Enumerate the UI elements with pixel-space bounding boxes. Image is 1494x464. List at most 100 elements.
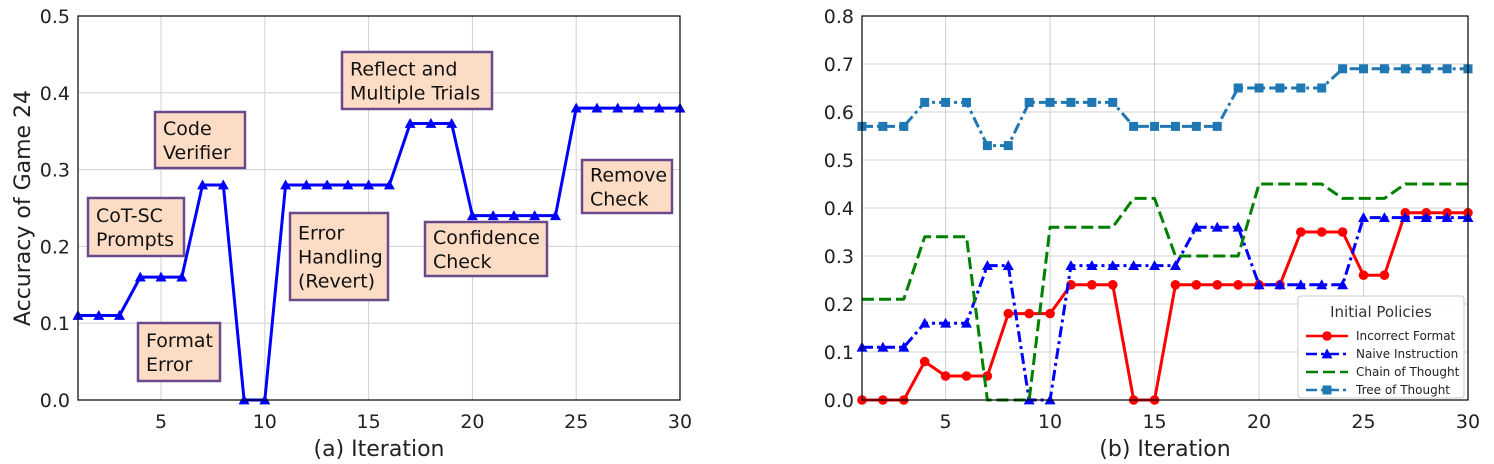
data-point: [982, 141, 992, 151]
data-point: [1107, 260, 1119, 270]
data-point: [1149, 260, 1161, 270]
plot-frame: [861, 15, 1469, 401]
series-line: [862, 182, 1468, 402]
data-point: [1002, 260, 1014, 270]
data-point: [1233, 83, 1243, 93]
y-tick-label: 0.4: [824, 198, 854, 220]
data-point: [1317, 83, 1327, 93]
annotation-box-bg: [340, 50, 494, 111]
data-point: [878, 121, 888, 131]
y-tick-label: 0.3: [40, 160, 70, 182]
legend-item: Tree of Thought: [1306, 383, 1450, 397]
data-point: [1170, 121, 1180, 131]
data-point: [1045, 97, 1055, 107]
data-point: [1087, 97, 1097, 107]
data-point: [1232, 221, 1244, 232]
data-point: [1169, 260, 1181, 270]
data-point: [1087, 280, 1097, 290]
y-tick-label: 0.6: [824, 102, 854, 124]
series-line: [78, 106, 680, 402]
data-point: [919, 317, 931, 328]
annotation-text: (Revert): [298, 271, 375, 293]
data-point: [1024, 308, 1034, 319]
series-tree-of-thought: [857, 64, 1473, 151]
data-point: [1170, 280, 1181, 290]
data-point: [1086, 260, 1098, 270]
data-point: [877, 341, 889, 352]
data-point: [197, 179, 209, 190]
data-point: [404, 118, 416, 128]
chart-panel-b: 0.0 0.1 0.2 0.3 0.4 0.5 0.6 0.7 0.8 5 10 15 20 25 30 (b…: [824, 6, 1480, 462]
legend-title: Initial Policies: [1330, 303, 1432, 321]
series-incorrect-format: [857, 208, 1473, 405]
chart-panel-a: 0.0 0.1 0.2 0.3 0.4 0.5 5 10 15 20 25 30 (a) Iterati…: [11, 6, 692, 462]
data-point: [1316, 227, 1327, 237]
plot-frame: [77, 15, 681, 401]
data-point: [1337, 227, 1348, 237]
legend-item: Incorrect Format: [1306, 329, 1456, 343]
annotations: CoT-SCPromptsFormatErrorCodeVerifierErro…: [86, 50, 674, 383]
data-point: [1358, 212, 1370, 222]
legend-label: Naive Instruction: [1356, 347, 1458, 361]
legend-frame: [1297, 295, 1465, 399]
data-point: [1211, 221, 1223, 232]
data-point: [280, 179, 292, 190]
x-tick-label: 10: [253, 411, 277, 433]
legend-marker: [1322, 331, 1332, 341]
data-point: [1128, 260, 1140, 270]
annotation-box-bg: [423, 220, 549, 278]
data-point: [1107, 280, 1118, 290]
x-tick-label: 15: [1142, 411, 1166, 433]
data-point: [1024, 97, 1034, 107]
data-point: [941, 97, 951, 107]
data-point: [919, 356, 930, 367]
data-point: [134, 271, 146, 282]
data-point: [1212, 280, 1223, 290]
data-point: [1066, 97, 1076, 107]
data-point: [981, 260, 993, 270]
data-point: [1274, 279, 1286, 290]
x-tick-label: 20: [1247, 411, 1271, 433]
data-point: [1190, 221, 1202, 232]
annotation-text: Format: [146, 330, 213, 352]
annotation-text: CoT-SC: [96, 205, 163, 227]
data-point: [1129, 121, 1139, 131]
legend-marker: [1321, 348, 1333, 359]
series-chain-of-thought: [862, 182, 1468, 402]
annotation-text: Multiple Trials: [350, 83, 480, 105]
x-tick-label: 20: [460, 411, 484, 433]
data-point: [920, 97, 930, 107]
data-point: [155, 271, 167, 282]
data-point: [1442, 64, 1452, 74]
series-line: [862, 67, 1468, 148]
data-point: [1379, 270, 1390, 281]
data-point: [114, 310, 126, 320]
data-point: [898, 341, 910, 352]
annotation-box-bg: [136, 321, 222, 383]
annotation-text: Check: [590, 189, 648, 211]
annotation-text: Verifier: [163, 142, 231, 164]
annotation-text: Reflect and: [350, 59, 457, 81]
data-point: [1379, 64, 1389, 74]
annotation-text: Handling: [298, 247, 383, 269]
y-tick-label: 0.3: [824, 246, 854, 268]
data-point: [217, 179, 229, 190]
data-point: [1275, 83, 1285, 93]
data-point: [1338, 64, 1348, 74]
data-point: [960, 317, 972, 328]
data-point: [570, 102, 582, 113]
y-tick-label: 0.7: [824, 54, 854, 76]
x-tick-label: 30: [1456, 411, 1480, 433]
data-point: [961, 97, 971, 107]
annotation-box-bg: [288, 211, 390, 302]
data-point: [1045, 308, 1055, 319]
data-point: [1150, 121, 1160, 131]
data-point: [1003, 141, 1013, 151]
data-point: [1378, 212, 1390, 222]
